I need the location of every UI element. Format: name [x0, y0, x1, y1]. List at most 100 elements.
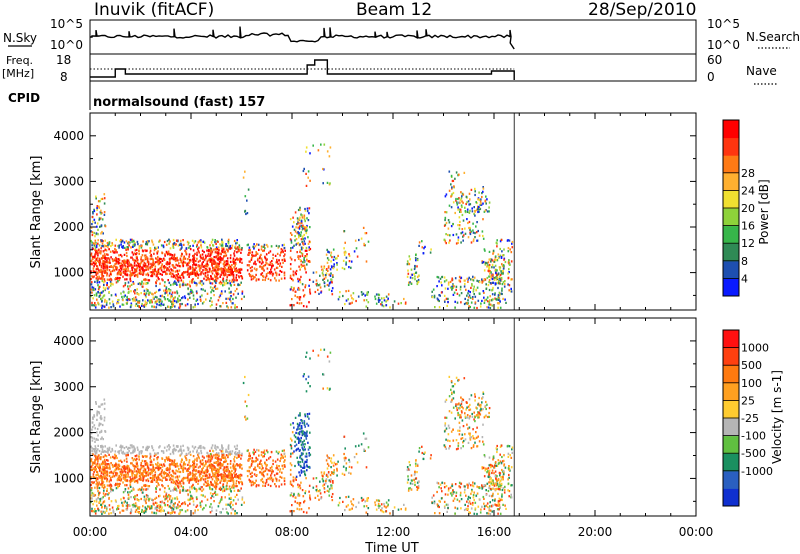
velocity-cell: [125, 457, 128, 460]
power-cell: [503, 248, 505, 251]
velocity-cell: [124, 500, 126, 503]
power-cell: [179, 299, 182, 302]
power-cell: [212, 277, 214, 280]
power-cell: [322, 269, 324, 272]
power-cell: [184, 261, 186, 264]
power-cell: [147, 265, 149, 268]
power-cell: [484, 249, 486, 252]
power-cell: [159, 257, 161, 260]
velocity-cell: [178, 482, 181, 485]
power-cell: [91, 291, 93, 294]
power-cell: [337, 254, 339, 257]
power-cell: [114, 244, 117, 247]
power-cell: [100, 198, 103, 201]
power-cell: [192, 254, 195, 257]
power-cell: [188, 255, 190, 258]
velocity-cell: [145, 501, 147, 505]
velocity-cell: [104, 506, 106, 509]
velocity-cell: [225, 479, 227, 482]
velocity-cell: [98, 463, 101, 466]
velocity-cell: [124, 470, 127, 473]
velocity-cell: [145, 474, 147, 477]
power-cell: [228, 266, 231, 270]
power-cell: [208, 278, 210, 281]
power-cell: [408, 255, 411, 258]
power-cell: [100, 266, 103, 269]
power-cell: [131, 238, 133, 241]
power-cell: [228, 273, 231, 277]
velocity-cell: [229, 502, 232, 505]
velocity-cell: [192, 469, 194, 472]
power-cell: [289, 263, 292, 266]
power-cell: [331, 293, 334, 296]
power-cell: [353, 250, 356, 253]
power-cell: [99, 200, 101, 203]
power-cell: [232, 297, 234, 301]
power-cell: [306, 229, 308, 232]
velocity-cell: [149, 471, 152, 475]
velocity-cell: [108, 504, 111, 507]
power-cell: [215, 246, 218, 249]
power-cell: [162, 246, 165, 249]
power-cell: [125, 270, 128, 273]
velocity-cell: [234, 467, 236, 470]
power-cell: [230, 268, 233, 271]
velocity-cell: [151, 507, 153, 510]
power-cell: [106, 264, 108, 267]
power-cell: [183, 271, 186, 274]
velocity-cell: [222, 473, 225, 476]
velocity-cell: [109, 467, 111, 470]
power-cell: [492, 276, 495, 279]
power-cell: [305, 172, 307, 175]
power-cell: [450, 206, 453, 209]
velocity-cell: [208, 476, 210, 479]
power-cell: [165, 262, 168, 265]
power-cell: [424, 245, 426, 248]
power-cell: [226, 305, 228, 308]
velocity-cell: [207, 458, 210, 461]
velocity-cell: [115, 500, 117, 503]
power-cell: [202, 288, 204, 291]
power-cell: [126, 295, 128, 298]
power-cell: [450, 183, 452, 186]
power-cell: [466, 208, 469, 211]
power-cell: [155, 257, 157, 260]
velocity-cell: [106, 459, 108, 462]
velocity-cell: [150, 505, 153, 508]
velocity-cell: [170, 474, 172, 477]
power-cell: [118, 262, 121, 265]
power-cell: [236, 239, 238, 242]
velocity-cell: [101, 448, 104, 451]
power-cell: [92, 267, 95, 270]
power-cell: [472, 296, 474, 299]
power-cell: [95, 273, 97, 276]
velocity-cell: [154, 452, 156, 455]
power-cell: [487, 264, 489, 267]
velocity-cell: [202, 478, 205, 481]
velocity-cell: [126, 505, 129, 508]
velocity-cell: [237, 477, 240, 480]
power-cell: [99, 270, 101, 273]
power-cell: [296, 251, 298, 254]
power-cell: [185, 247, 188, 250]
velocity-cell: [122, 450, 124, 453]
velocity-cell: [178, 485, 180, 488]
velocity-cell: [95, 455, 98, 458]
velocity-cell: [178, 500, 180, 504]
velocity-cell: [196, 504, 199, 507]
velocity-cell: [108, 484, 111, 487]
velocity-cell: [109, 456, 112, 459]
velocity-cell: [214, 444, 216, 447]
power-cell: [159, 272, 162, 276]
power-cell: [119, 305, 121, 308]
velocity-cell: [194, 469, 196, 472]
power-cell: [101, 239, 103, 242]
power-cell: [297, 241, 300, 245]
velocity-cell: [94, 466, 96, 469]
power-cell: [230, 270, 232, 273]
power-colorbar-label: Power [dB]: [757, 179, 771, 244]
velocity-cell: [206, 477, 209, 480]
velocity-cell: [226, 463, 229, 466]
velocity-cell: [237, 475, 239, 478]
power-cell: [204, 289, 206, 292]
